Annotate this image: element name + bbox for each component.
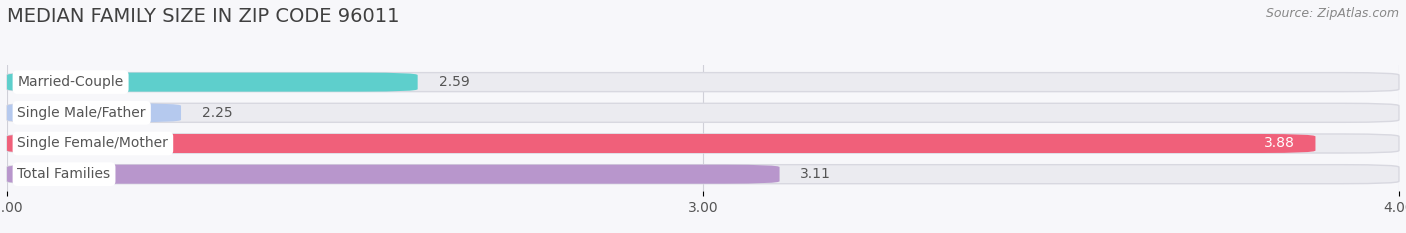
FancyBboxPatch shape xyxy=(7,134,1316,153)
FancyBboxPatch shape xyxy=(7,103,181,122)
Text: 3.11: 3.11 xyxy=(800,167,831,181)
FancyBboxPatch shape xyxy=(7,134,1399,153)
FancyBboxPatch shape xyxy=(7,73,1399,92)
FancyBboxPatch shape xyxy=(7,103,1399,122)
Text: Source: ZipAtlas.com: Source: ZipAtlas.com xyxy=(1265,7,1399,20)
Text: 2.25: 2.25 xyxy=(202,106,232,120)
FancyBboxPatch shape xyxy=(7,73,418,92)
FancyBboxPatch shape xyxy=(7,165,779,184)
Text: MEDIAN FAMILY SIZE IN ZIP CODE 96011: MEDIAN FAMILY SIZE IN ZIP CODE 96011 xyxy=(7,7,399,26)
Text: Single Female/Mother: Single Female/Mother xyxy=(17,137,169,151)
Text: Total Families: Total Families xyxy=(17,167,111,181)
Text: 2.59: 2.59 xyxy=(439,75,470,89)
FancyBboxPatch shape xyxy=(7,165,1399,184)
Text: 3.88: 3.88 xyxy=(1264,137,1295,151)
Text: Single Male/Father: Single Male/Father xyxy=(17,106,146,120)
Text: Married-Couple: Married-Couple xyxy=(17,75,124,89)
